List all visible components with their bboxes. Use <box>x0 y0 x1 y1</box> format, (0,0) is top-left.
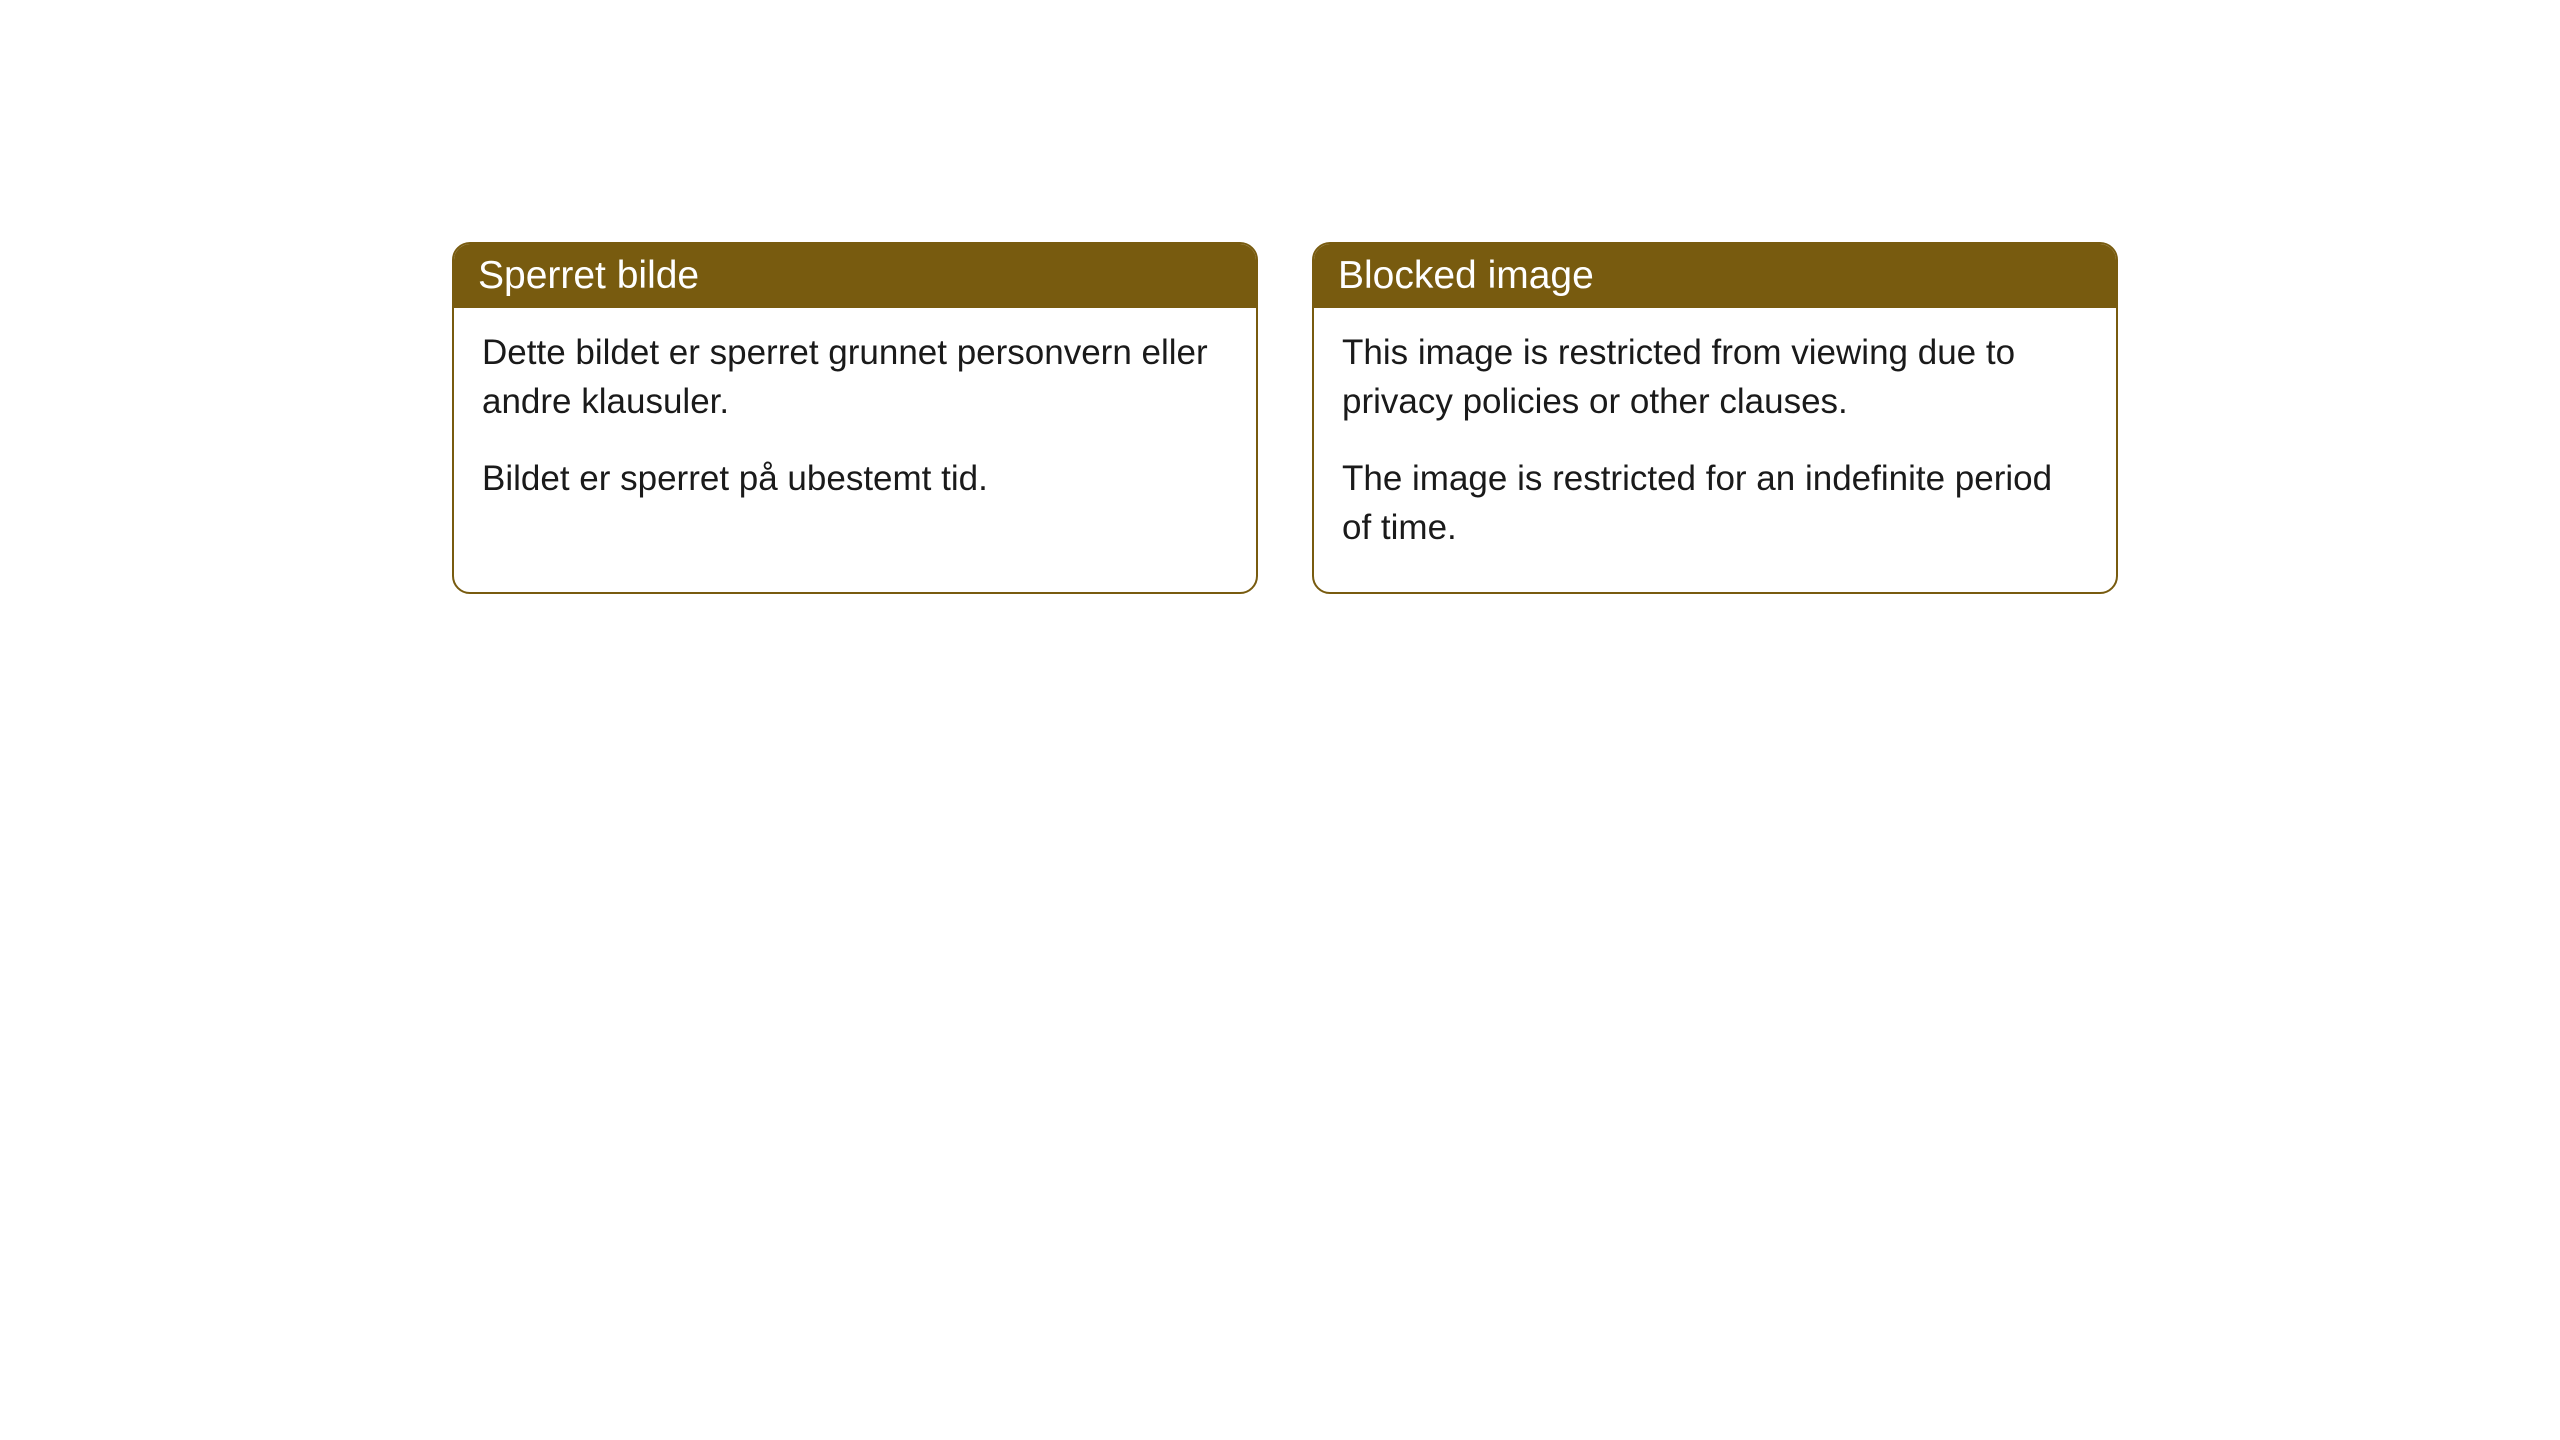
card-paragraph: This image is restricted from viewing du… <box>1342 328 2088 426</box>
card-title: Blocked image <box>1338 254 1594 297</box>
blocked-image-card-norwegian: Sperret bilde Dette bildet er sperret gr… <box>452 242 1258 594</box>
card-title: Sperret bilde <box>478 254 699 297</box>
card-body: Dette bildet er sperret grunnet personve… <box>454 308 1256 543</box>
info-cards-container: Sperret bilde Dette bildet er sperret gr… <box>452 242 2118 594</box>
blocked-image-card-english: Blocked image This image is restricted f… <box>1312 242 2118 594</box>
card-paragraph: Bildet er sperret på ubestemt tid. <box>482 454 1228 503</box>
card-header: Sperret bilde <box>454 244 1256 308</box>
card-paragraph: Dette bildet er sperret grunnet personve… <box>482 328 1228 426</box>
card-header: Blocked image <box>1314 244 2116 308</box>
card-paragraph: The image is restricted for an indefinit… <box>1342 454 2088 552</box>
card-body: This image is restricted from viewing du… <box>1314 308 2116 592</box>
